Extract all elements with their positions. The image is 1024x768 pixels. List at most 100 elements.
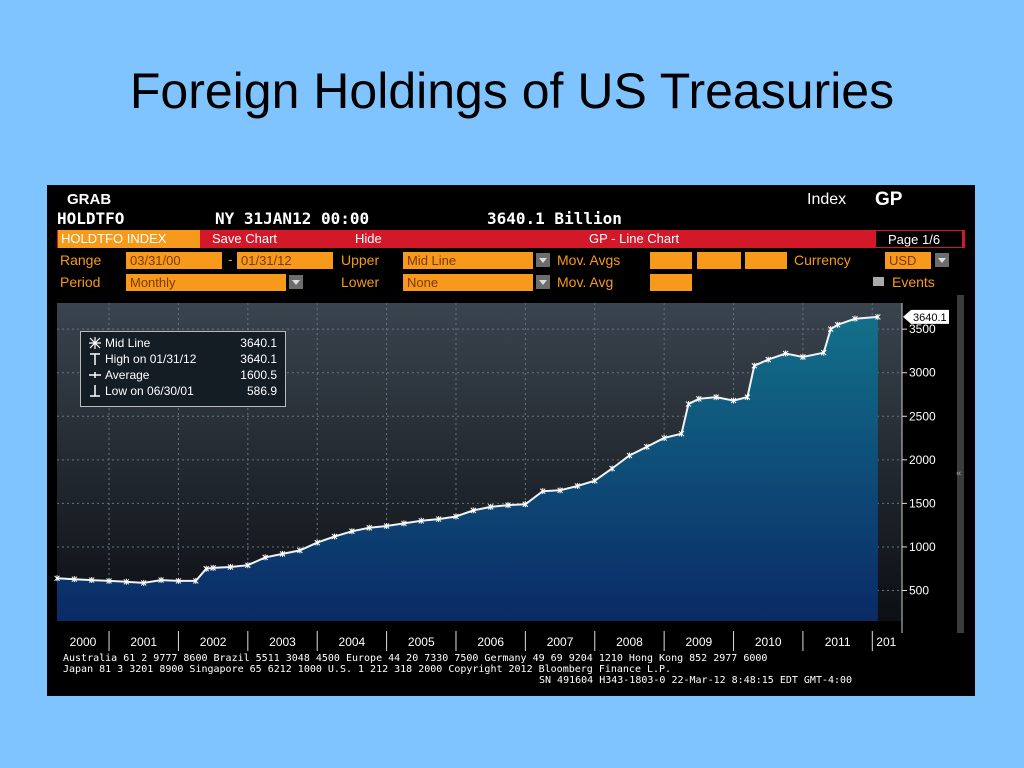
- range-end-field[interactable]: 01/31/12: [237, 252, 333, 269]
- legend-mid-line: Mid Line: [105, 336, 151, 350]
- footer-contacts-line2: Japan 81 3 3201 8900 Singapore 65 6212 1…: [63, 664, 672, 675]
- data-point: [106, 577, 112, 584]
- data-point: [331, 533, 338, 540]
- data-point: [297, 547, 303, 554]
- data-point: [834, 321, 841, 328]
- x-tick-label-2007: 2007: [547, 635, 574, 649]
- data-point: [123, 578, 130, 585]
- data-point: [418, 517, 425, 524]
- currency-dropdown-icon[interactable]: [935, 253, 949, 267]
- data-point: [401, 520, 407, 527]
- data-point: [852, 315, 858, 322]
- data-point: [522, 501, 529, 508]
- legend-average: Average: [105, 368, 150, 382]
- data-point: [695, 395, 702, 402]
- data-point: [744, 394, 751, 401]
- data-point: [175, 577, 182, 584]
- data-point: [591, 477, 598, 484]
- data-point: [820, 349, 827, 356]
- x-tick-label-2001: 2001: [130, 635, 157, 649]
- chart-svg: 500 1000 1500 2000 2500 3000 3500 3640.1 «: [54, 295, 964, 633]
- mov-avg-label: Mov. Avg: [557, 274, 614, 290]
- footer-contacts-line1: Australia 61 2 9777 8600 Brazil 5511 304…: [63, 653, 768, 664]
- data-point: [487, 503, 494, 510]
- hide-button[interactable]: Hide: [355, 231, 382, 246]
- currency-select[interactable]: USD: [885, 252, 931, 269]
- data-point: [470, 507, 477, 514]
- data-point: [751, 362, 758, 369]
- x-tick-label-2010: 2010: [755, 635, 782, 649]
- y-tick-label-1000: 1000: [909, 540, 936, 554]
- data-point: [505, 502, 511, 509]
- data-point: [609, 465, 615, 472]
- timestamp: NY 31JAN12 00:00: [215, 209, 370, 228]
- y-tick-label-2500: 2500: [909, 409, 936, 423]
- period-dropdown-icon[interactable]: [289, 275, 303, 289]
- mov-avg-field-1[interactable]: [650, 252, 692, 269]
- events-label[interactable]: Events: [892, 274, 935, 290]
- page-indicator[interactable]: Page 1/6: [875, 230, 963, 248]
- x-tick-label-2008: 2008: [616, 635, 643, 649]
- x-tick-label-2006: 2006: [477, 635, 504, 649]
- legend-low: Low on 06/30/01: [105, 384, 194, 398]
- data-point: [262, 554, 269, 561]
- range-separator: -: [228, 251, 233, 267]
- function-code: GP: [875, 189, 903, 210]
- last-value-tag: [903, 309, 949, 324]
- legend-high-value: 3640.1: [240, 352, 277, 366]
- upper-select[interactable]: Mid Line: [403, 252, 533, 269]
- collapse-icon[interactable]: «: [956, 469, 961, 479]
- period-select[interactable]: Monthly: [126, 274, 286, 291]
- mov-avg-field-3[interactable]: [745, 252, 787, 269]
- currency-label: Currency: [794, 252, 851, 268]
- grab-label: GRAB: [67, 191, 112, 208]
- y-tick-label-1500: 1500: [909, 496, 936, 510]
- data-point: [349, 528, 355, 535]
- series-area: [57, 316, 878, 621]
- data-point: [314, 539, 321, 546]
- lower-dropdown-icon[interactable]: [536, 275, 550, 289]
- y-tick-label-3500: 3500: [909, 322, 936, 336]
- chart-legend: Mid Line 3640.1 High on 01/31/12 3640.1 …: [80, 331, 286, 407]
- y-tick-label-500: 500: [909, 584, 929, 598]
- data-point: [279, 550, 286, 557]
- slide-title: Foreign Holdings of US Treasuries: [129, 63, 895, 119]
- high-marker-icon: [90, 353, 100, 365]
- scrollbar[interactable]: [957, 295, 964, 633]
- data-point: [88, 577, 95, 584]
- data-point: [227, 563, 234, 570]
- bloomberg-terminal: GRAB HOLDTFO NY 31JAN12 00:00 3640.1 Bil…: [47, 185, 975, 696]
- data-point: [678, 430, 685, 437]
- data-point: [574, 482, 581, 489]
- upper-label: Upper: [341, 252, 380, 268]
- data-point: [383, 523, 390, 530]
- data-point: [366, 524, 373, 531]
- ticker-label: HOLDTFO: [57, 209, 125, 228]
- data-point: [557, 487, 563, 494]
- mov-avg-field[interactable]: [650, 274, 692, 291]
- upper-dropdown-icon[interactable]: [536, 253, 550, 267]
- range-start-field[interactable]: 03/31/00: [126, 252, 222, 269]
- data-point: [765, 356, 772, 363]
- save-chart-button[interactable]: Save Chart: [212, 231, 278, 246]
- data-point: [71, 576, 78, 583]
- data-point: [140, 579, 147, 586]
- data-point: [210, 564, 216, 571]
- events-checkbox[interactable]: [873, 277, 884, 286]
- legend-average-value: 1600.5: [240, 368, 277, 382]
- legend-high: High on 01/31/12: [105, 352, 197, 366]
- data-point: [158, 577, 164, 584]
- x-tick-label-2002: 2002: [200, 635, 227, 649]
- lower-label: Lower: [341, 274, 380, 290]
- data-point: [244, 562, 251, 569]
- x-tick-label-2000: 2000: [70, 635, 97, 649]
- lower-select[interactable]: None: [403, 274, 533, 291]
- period-label: Period: [60, 274, 101, 290]
- mov-avgs-label: Mov. Avgs: [557, 252, 621, 268]
- data-point: [626, 452, 633, 459]
- mov-avg-field-2[interactable]: [697, 252, 741, 269]
- x-tick-label-2009: 2009: [685, 635, 712, 649]
- security-field[interactable]: HOLDTFO INDEX: [58, 230, 200, 248]
- data-point: [192, 577, 199, 584]
- data-point: [203, 565, 210, 572]
